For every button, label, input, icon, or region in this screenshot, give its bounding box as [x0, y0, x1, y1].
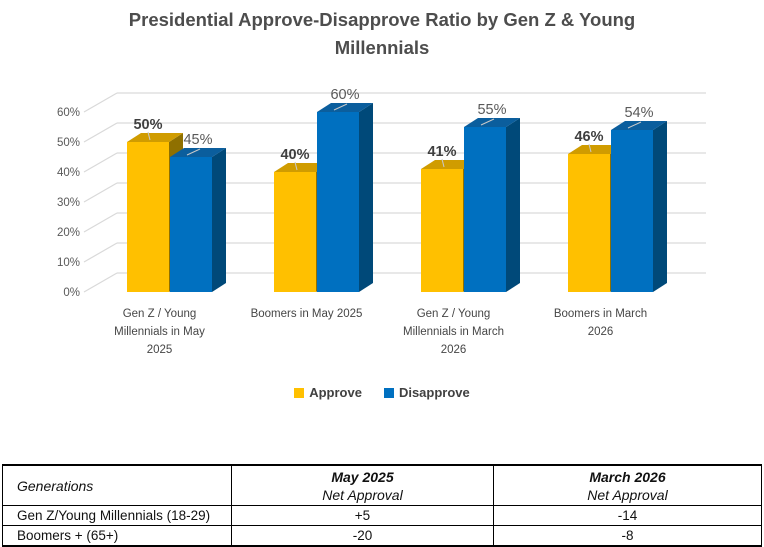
bar-side-disapprove-3: [506, 118, 520, 292]
label-leader-line: [588, 143, 592, 153]
table-header-row: Generations May 2025 Net Approval March …: [3, 466, 761, 506]
net-approval-table: Generations May 2025 Net Approval March …: [2, 464, 762, 547]
bar-approve-1: [127, 142, 169, 292]
bar-top-approve-2: [274, 163, 330, 172]
x-axis-label-group-3: Gen Z / Young Millennials in March 2026: [403, 308, 504, 356]
bar-approve-3: [421, 169, 463, 292]
bar-chart-3d: 0% 10% 20% 30% 40% 50% 60% 50% 45% 40% 60% 41% 55% 46…: [57, 87, 706, 299]
label-leader-line: [147, 131, 151, 141]
gridline-depth: [83, 152, 118, 173]
y-axis-tick-label: 60%: [57, 107, 80, 119]
bar-top-disapprove-4: [611, 121, 667, 130]
gridline-depth: [83, 242, 118, 263]
bar-approve-2: [274, 172, 316, 292]
data-label: 45%: [183, 132, 212, 148]
y-axis-tick-label: 0%: [63, 287, 80, 299]
x-axis-label-group-2: Boomers in May 2025: [250, 308, 363, 320]
y-axis-tick-label: 50%: [57, 137, 80, 149]
approve-swatch-icon: [294, 387, 305, 398]
legend-label-approve: Approve: [309, 385, 362, 400]
bar-side-disapprove-1: [212, 148, 226, 292]
data-label: 60%: [330, 87, 359, 103]
bar-disapprove-2: [317, 112, 359, 292]
disapprove-swatch-icon: [383, 387, 394, 398]
gridline-depth: [83, 272, 118, 293]
y-axis-tick-label: 40%: [57, 167, 80, 179]
label-leader-line: [627, 121, 642, 129]
gridline-depth: [83, 92, 118, 113]
data-label: 54%: [624, 105, 653, 121]
header-may-2025: May 2025 Net Approval: [232, 466, 494, 505]
header-march-2026: March 2026 Net Approval: [587, 468, 668, 503]
label-leader-line: [441, 158, 445, 168]
data-label: 50%: [133, 117, 162, 133]
bar-top-disapprove-1: [170, 148, 226, 157]
x-axis-labels: Gen Z / Young Millennials in May 2025 Bo…: [86, 305, 674, 359]
legend-item-approve: Approve: [294, 385, 362, 400]
chart-title: Presidential Approve-Disapprove Ratio by…: [0, 6, 764, 62]
label-leader-line: [333, 103, 348, 111]
y-axis-tick-label: 20%: [57, 227, 80, 239]
x-axis-label-group-1: Gen Z / Young Millennials in May 2025: [114, 308, 205, 356]
bar-top-approve-1: [127, 133, 183, 142]
y-axis-tick-label: 10%: [57, 257, 80, 269]
x-axis-label-group-4: Boomers in March 2026: [553, 308, 648, 338]
table-row: Gen Z/Young Millennials (18-29) +5 -14: [3, 506, 761, 526]
bar-approve-4: [568, 154, 610, 292]
bar-disapprove-4: [611, 130, 653, 292]
bar-side-disapprove-4: [653, 121, 667, 292]
data-label: 40%: [280, 147, 309, 163]
chart-legend: Approve Disapprove: [0, 385, 764, 400]
bar-top-disapprove-2: [317, 103, 373, 112]
data-label: 46%: [574, 129, 603, 145]
label-leader-line: [480, 118, 495, 126]
data-label: 55%: [477, 102, 506, 118]
label-leader-line: [186, 148, 201, 156]
legend-item-disapprove: Disapprove: [383, 385, 470, 400]
bar-top-approve-4: [568, 145, 624, 154]
legend-label-disapprove: Disapprove: [398, 385, 470, 400]
chart-title-text: Presidential Approve-Disapprove Ratio by…: [128, 9, 636, 58]
gridline-depth: [83, 122, 118, 143]
data-label: 41%: [427, 144, 456, 160]
bar-top-approve-3: [421, 160, 477, 169]
gridline-depth: [83, 182, 118, 203]
gridline-depth: [83, 212, 118, 233]
bar-side-disapprove-2: [359, 103, 373, 292]
header-generations: Generations: [3, 466, 232, 505]
label-leader-line: [294, 161, 298, 171]
bar-disapprove-1: [170, 157, 212, 292]
bar-disapprove-3: [464, 127, 506, 292]
y-axis-tick-label: 30%: [57, 197, 80, 209]
bar-top-disapprove-3: [464, 118, 520, 127]
table-row: Boomers + (65+) -20 -8: [3, 526, 761, 545]
